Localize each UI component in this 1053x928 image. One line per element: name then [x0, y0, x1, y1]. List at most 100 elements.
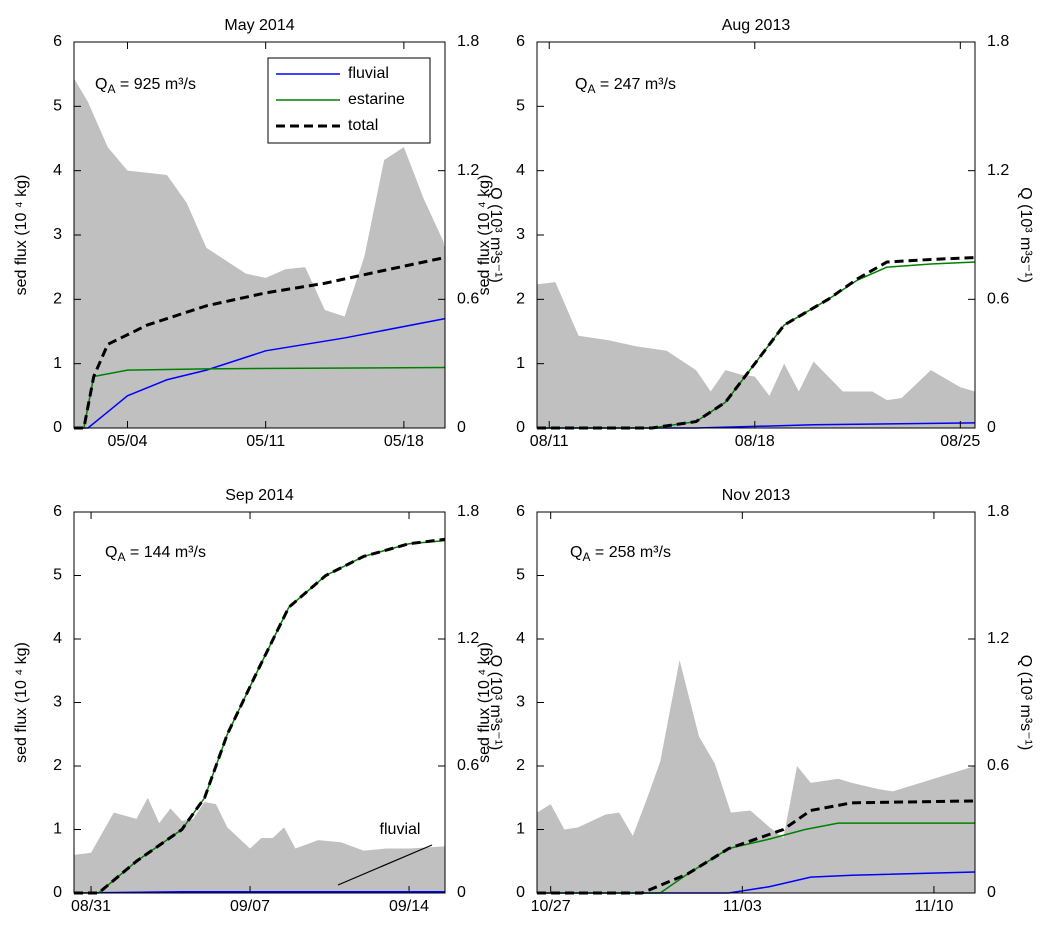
x-tick-label: 11/10	[915, 898, 954, 915]
note-pointer	[337, 844, 433, 886]
y-tick-label: 5	[53, 98, 62, 115]
y-axis-label: sed flux (10 ⁴ kg)	[476, 175, 493, 296]
y-tick-label: 3	[53, 694, 62, 711]
annotation-symbol: Q	[105, 544, 117, 561]
annotation-symbol: Q	[570, 544, 582, 561]
x-tick-label: 05/04	[107, 433, 147, 450]
y2-tick-label: 1.8	[987, 33, 1009, 50]
y2-axis-label: Q (10³ m³s⁻¹)	[1017, 187, 1034, 283]
y-tick-label: 1	[516, 821, 525, 838]
y2-axis-label: Q (10³ m³s⁻¹)	[487, 655, 504, 751]
discharge-annotation: QA = 258 m³/s	[570, 544, 671, 564]
legend-label: fluvial	[348, 65, 389, 82]
annotation-text: = 247 m³/s	[595, 76, 675, 93]
annotation-subscript: A	[582, 550, 590, 564]
y-tick-label: 4	[516, 630, 525, 647]
x-tick-label: 05/11	[246, 433, 285, 450]
discharge-area	[537, 660, 975, 893]
y-axis-label: sed flux (10 ⁴ kg)	[476, 642, 493, 763]
y-tick-label: 3	[516, 694, 525, 711]
y2-tick-label: 0.6	[987, 757, 1009, 774]
y-tick-label: 0	[53, 419, 62, 436]
x-tick-label: 08/18	[735, 433, 775, 450]
annotation-symbol: Q	[95, 76, 107, 93]
x-tick-label: 08/31	[71, 898, 111, 915]
y2-tick-label: 0.6	[457, 291, 479, 308]
y-tick-label: 2	[53, 291, 62, 308]
y-tick-label: 5	[516, 567, 525, 584]
y-tick-label: 2	[516, 757, 525, 774]
y2-tick-label: 1.8	[457, 503, 479, 520]
legend-label: estarine	[348, 91, 405, 108]
y2-tick-label: 1.2	[457, 162, 479, 179]
y-tick-label: 4	[53, 630, 62, 647]
x-tick-label: 09/14	[389, 898, 429, 915]
y-axis-label: sed flux (10 ⁴ kg)	[13, 642, 30, 763]
y-tick-label: 2	[53, 757, 62, 774]
y2-tick-label: 0.6	[987, 291, 1009, 308]
y-tick-label: 0	[516, 884, 525, 901]
y-tick-label: 6	[516, 33, 525, 50]
y2-tick-label: 1.8	[987, 503, 1009, 520]
y2-tick-label: 0	[457, 884, 466, 901]
y2-tick-label: 1.2	[987, 162, 1009, 179]
y-tick-label: 1	[516, 355, 525, 372]
y2-axis-label: Q (10³ m³s⁻¹)	[487, 187, 504, 283]
y-tick-label: 5	[53, 567, 62, 584]
y2-tick-label: 0	[987, 419, 996, 436]
y-tick-label: 0	[53, 884, 62, 901]
chart-title: Sep 2014	[225, 487, 294, 504]
y-tick-label: 2	[516, 291, 525, 308]
y2-axis-label: Q (10³ m³s⁻¹)	[1017, 655, 1034, 751]
y-tick-label: 1	[53, 821, 62, 838]
y-tick-label: 4	[53, 162, 62, 179]
flux-line	[74, 317, 446, 429]
legend-label: total	[348, 117, 378, 134]
chart-title: Nov 2013	[722, 487, 791, 504]
chart-title: Aug 2013	[722, 17, 791, 34]
flux-line	[74, 537, 446, 895]
annotation-subscript: A	[107, 82, 115, 96]
y-tick-label: 6	[53, 33, 62, 50]
discharge-area	[537, 282, 975, 428]
y2-tick-label: 0	[987, 884, 996, 901]
x-tick-label: 10/27	[531, 898, 571, 915]
y2-tick-label: 1.2	[457, 630, 479, 647]
series-note: fluvial	[380, 821, 421, 838]
y2-tick-label: 1.8	[457, 33, 479, 50]
discharge-annotation: QA = 247 m³/s	[575, 76, 676, 96]
y2-tick-label: 0.6	[457, 757, 479, 774]
annotation-subscript: A	[587, 82, 595, 96]
annotation-symbol: Q	[575, 76, 587, 93]
y-tick-label: 6	[53, 503, 62, 520]
y-tick-label: 4	[516, 162, 525, 179]
flux-line	[537, 799, 976, 895]
flux-line	[537, 822, 975, 894]
y-axis-label: sed flux (10 ⁴ kg)	[13, 175, 30, 296]
y-tick-label: 6	[516, 503, 525, 520]
x-tick-label: 08/25	[940, 433, 980, 450]
discharge-area	[74, 797, 445, 893]
annotation-text: = 925 m³/s	[115, 76, 195, 93]
y-tick-label: 3	[53, 226, 62, 243]
y2-tick-label: 0	[457, 419, 466, 436]
x-tick-label: 09/07	[230, 898, 270, 915]
y-tick-label: 1	[53, 355, 62, 372]
x-tick-label: 11/03	[723, 898, 762, 915]
discharge-annotation: QA = 144 m³/s	[105, 544, 206, 564]
y2-tick-label: 1.2	[987, 630, 1009, 647]
x-tick-label: 05/18	[384, 433, 424, 450]
x-tick-label: 08/11	[530, 433, 569, 450]
discharge-annotation: QA = 925 m³/s	[95, 76, 196, 96]
flux-line	[537, 256, 976, 430]
annotation-text: = 144 m³/s	[125, 544, 205, 561]
chart-title: May 2014	[224, 17, 294, 34]
discharge-area	[74, 78, 445, 428]
y-tick-label: 3	[516, 226, 525, 243]
flux-line	[74, 256, 446, 430]
y-tick-label: 0	[516, 419, 525, 436]
y-tick-label: 5	[516, 98, 525, 115]
annotation-text: = 258 m³/s	[590, 544, 670, 561]
